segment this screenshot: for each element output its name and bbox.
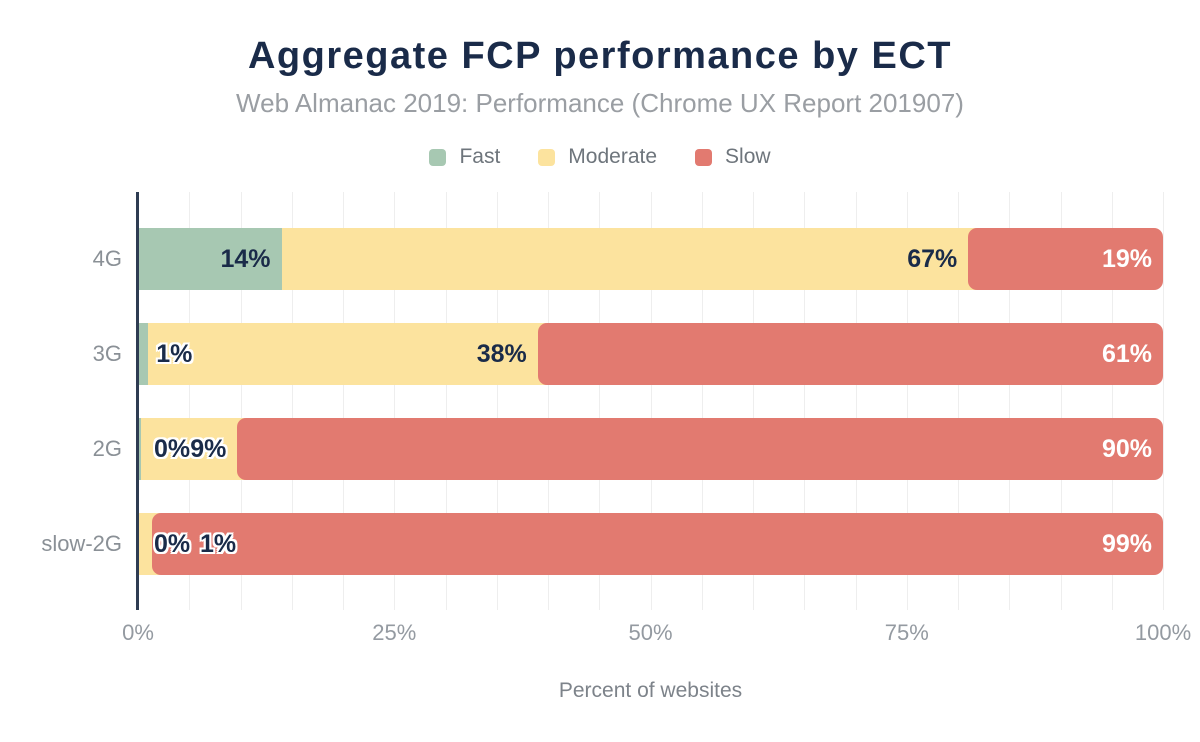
grid-line xyxy=(701,192,703,610)
grid-line xyxy=(804,192,806,610)
grid-line xyxy=(343,192,344,610)
bar-segment-slow-slow-2G xyxy=(152,513,1163,575)
bar-segment-slow-3G xyxy=(537,323,1163,385)
category-label-4G: 4G xyxy=(92,246,122,271)
legend-item-moderate: Moderate xyxy=(538,145,657,169)
bar-label-slow-slow-2G: 99% xyxy=(1101,530,1152,558)
grid-line xyxy=(855,192,857,610)
grid-line xyxy=(496,192,498,610)
legend-label: Moderate xyxy=(568,145,658,168)
x-tick-label-50: 50% xyxy=(628,620,673,645)
legend-label: Slow xyxy=(725,145,771,168)
legend-item-slow: Slow xyxy=(695,145,771,169)
grid-line xyxy=(189,192,191,610)
bar-segment-fast-4G xyxy=(138,228,282,290)
category-label-slow-2G: slow-2G xyxy=(41,531,122,556)
grid-line xyxy=(1009,192,1011,610)
grid-line xyxy=(445,192,447,610)
bar-label-fast-slow-2G: 0% xyxy=(154,530,191,558)
grid-line xyxy=(394,192,396,610)
grid-line xyxy=(291,192,293,610)
legend-swatch-moderate-icon xyxy=(538,148,556,166)
category-label-3G: 3G xyxy=(92,341,122,366)
grid-line xyxy=(1163,192,1164,610)
bar-segment-fast-3G xyxy=(138,323,149,385)
grid-line xyxy=(753,192,754,610)
grid-line xyxy=(650,192,652,610)
bar-label-moderate-3G: 38% xyxy=(476,340,527,368)
bar-segment-fast-2G xyxy=(138,418,142,480)
legend-swatch-slow-icon xyxy=(695,148,713,166)
bar-label-moderate-2G: 9% xyxy=(190,435,227,463)
chart-subtitle: Web Almanac 2019: Performance (Chrome UX… xyxy=(236,88,964,118)
bar-label-slow-3G: 61% xyxy=(1101,340,1152,368)
bar-label-slow-2G: 90% xyxy=(1101,435,1152,463)
x-tick-label-25: 25% xyxy=(372,620,417,645)
bar-row-3G: 1% 38% 61% xyxy=(138,323,1163,385)
grid-line xyxy=(1060,192,1062,610)
bar-label-fast-2G: 0% xyxy=(154,435,191,463)
x-tick-label-0: 0% xyxy=(122,620,154,645)
grid-line xyxy=(240,192,242,610)
legend-item-fast: Fast xyxy=(429,145,500,169)
bar-label-moderate-4G: 67% xyxy=(907,245,958,273)
category-label-2G: 2G xyxy=(92,436,122,461)
bar-segment-slow-2G xyxy=(237,418,1163,480)
legend-label: Fast xyxy=(459,145,501,168)
grid-line xyxy=(906,192,908,610)
bar-row-4G: 14% 67% 19% xyxy=(138,228,1163,290)
bar-label-fast-3G: 1% xyxy=(156,340,193,368)
grid-line xyxy=(1111,192,1113,610)
bar-label-moderate-slow-2G: 1% xyxy=(200,530,237,558)
x-axis-title: Percent of websites xyxy=(558,679,743,702)
bar-row-slow-2G: 0% 1% 99% xyxy=(138,513,1163,575)
bar-segment-moderate-4G xyxy=(281,228,981,290)
y-axis-line xyxy=(136,192,139,610)
grid-line xyxy=(548,192,549,610)
bar-segment-moderate-2G xyxy=(141,418,250,480)
bar-row-2G: 0% 9% 90% xyxy=(138,418,1163,480)
x-tick-label-75: 75% xyxy=(884,620,929,645)
bar-label-fast-4G: 14% xyxy=(220,245,271,273)
grid-line xyxy=(958,192,959,610)
grid-line xyxy=(599,192,601,610)
legend: Fast Moderate Slow xyxy=(0,142,1200,172)
plot-area: 14% 67% 19% 1% 38% 61% 0% 9% 90% 0% 1% 99% xyxy=(136,192,1164,610)
x-tick-label-100: 100% xyxy=(1134,620,1192,645)
bar-label-slow-4G: 19% xyxy=(1101,245,1152,273)
legend-swatch-fast-icon xyxy=(429,148,447,166)
bar-segment-slow-4G xyxy=(968,228,1163,290)
chart-title: Aggregate FCP performance by ECT xyxy=(247,35,952,77)
bar-segment-moderate-3G xyxy=(148,323,550,385)
